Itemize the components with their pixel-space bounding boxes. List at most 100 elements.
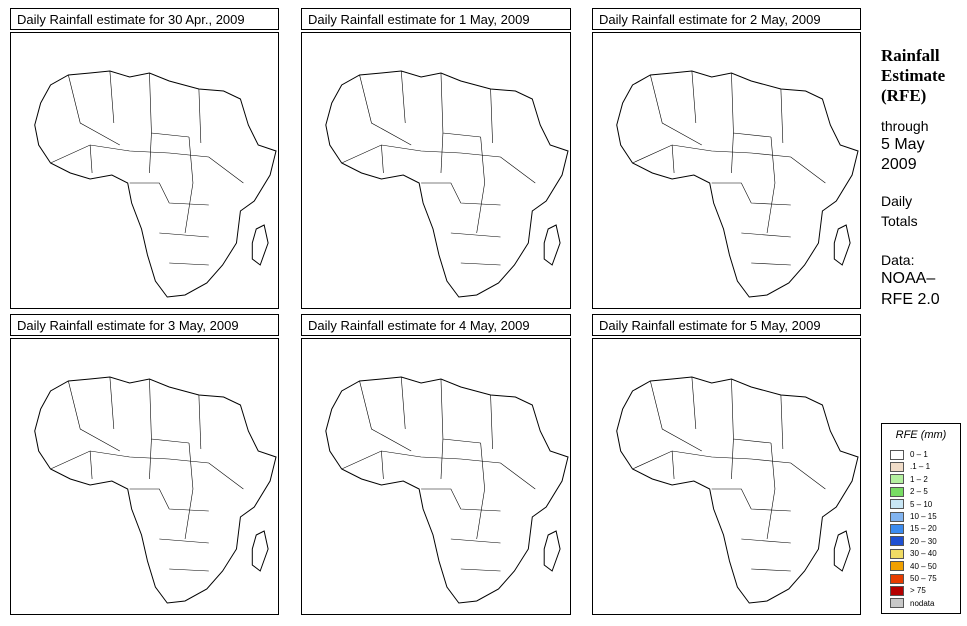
country-border [129,182,209,206]
legend-item: > 75 [890,585,926,596]
country-border [359,74,412,146]
legend-label: 0 – 1 [910,450,928,459]
legend-item: 5 – 10 [890,499,932,510]
country-border [450,232,501,238]
legend-label: 40 – 50 [910,561,937,571]
country-border [440,378,481,444]
country-border [149,72,190,138]
country-border [359,380,412,452]
country-border [159,232,209,238]
legend-item: nodata [890,598,934,609]
country-border [751,568,791,572]
country-border [766,136,776,234]
legend-label: 10 – 15 [910,512,937,521]
country-border [731,438,734,480]
legend-item: 40 – 50 [890,561,937,572]
country-border [691,376,697,430]
legend-item: 10 – 15 [890,511,937,522]
country-border [731,378,772,444]
through-label: through [881,118,929,134]
country-border [780,394,784,450]
legend-label: 15 – 20 [910,524,937,534]
country-border [109,70,115,124]
country-border [341,450,536,490]
daily-label: Daily [881,193,913,209]
legend-swatch [890,548,904,559]
country-border [50,450,244,490]
side-title-line: Rainfall [881,46,940,65]
country-border [149,378,190,444]
country-border [169,262,209,266]
country-border [68,380,120,452]
country-border [184,136,194,234]
legend-label: 50 – 75 [910,574,937,583]
africa-coastline [616,70,859,298]
country-border [741,538,791,544]
country-border [149,438,152,480]
country-border [476,136,485,234]
legend-item: 30 – 40 [890,548,937,559]
data-label: Data: [881,252,915,268]
country-border [149,132,152,174]
legend-swatch [890,449,904,460]
legend-label: 1 – 2 [910,474,928,484]
country-border [650,380,702,452]
legend-item: 0 – 1 [890,449,928,460]
country-border [68,74,120,146]
source-line1: NOAA– [881,270,936,287]
country-border [780,88,784,144]
country-border [741,232,791,238]
country-border [89,450,93,480]
legend-swatch [890,486,904,497]
country-border [450,538,501,544]
legend-label: > 75 [910,586,926,596]
country-border [184,442,194,540]
panel-title: Daily Rainfall estimate for 1 May, 2009 [301,8,571,30]
map-frame-1-may [301,32,571,309]
country-border [109,376,115,430]
country-border [691,70,697,124]
legend-title: RFE (mm) [895,429,947,441]
country-border [711,488,791,512]
africa-coastline [325,70,569,298]
country-border [381,144,384,174]
side-title-line: Estimate [881,66,946,85]
country-border [169,568,209,572]
africa-coastline [34,376,277,604]
map-frame-30-apr [10,32,279,309]
totals-label: Totals [881,213,918,229]
side-title: Rainfall Estimate (RFE) [881,46,945,106]
country-border [421,182,501,206]
map-frame-3-may [10,338,279,615]
map-frame-5-may [592,338,861,615]
country-border [381,450,384,480]
panel-title: Daily Rainfall estimate for 5 May, 2009 [592,314,861,336]
country-border [341,144,536,184]
legend-item: 50 – 75 [890,573,937,584]
country-border [159,538,209,544]
legend-swatch [890,585,904,596]
madagascar-outline [833,530,851,572]
country-border [440,132,444,174]
legend-swatch [890,474,904,485]
country-border [400,70,406,124]
rfe-legend: RFE (mm) 0 – 1 .1 – 1 1 – 2 2 – 5 5 – 10 10 –… [881,423,961,614]
source-line2: RFE 2.0 [881,291,940,308]
madagascar-outline [833,224,851,266]
country-border [766,442,776,540]
legend-label: 2 – 5 [910,487,928,497]
legend-label: 30 – 40 [910,549,937,559]
panel-title: Daily Rainfall estimate for 30 Apr., 200… [10,8,279,30]
country-border [400,376,406,430]
madagascar-outline [251,224,269,266]
legend-swatch [890,523,904,534]
country-border [198,88,202,144]
country-border [671,144,675,174]
map-frame-4-may [301,338,571,615]
legend-swatch [890,499,904,510]
legend-item: 1 – 2 [890,474,928,485]
legend-swatch [890,511,904,522]
country-border [490,394,493,450]
country-border [440,438,444,480]
country-border [421,488,501,512]
